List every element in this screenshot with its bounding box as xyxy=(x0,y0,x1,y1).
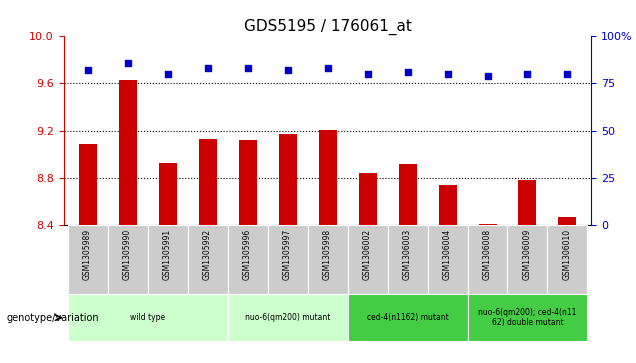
Text: nuo-6(qm200) mutant: nuo-6(qm200) mutant xyxy=(245,313,330,322)
Bar xyxy=(478,224,497,225)
Bar xyxy=(158,163,177,225)
Text: GSM1306008: GSM1306008 xyxy=(483,229,492,280)
Bar xyxy=(467,225,508,294)
Point xyxy=(443,71,453,77)
Text: GSM1305990: GSM1305990 xyxy=(123,229,132,280)
Bar xyxy=(558,217,576,225)
Text: GSM1305989: GSM1305989 xyxy=(83,229,92,280)
Text: GSM1306009: GSM1306009 xyxy=(523,229,532,280)
Bar xyxy=(387,225,427,294)
Bar xyxy=(228,294,347,341)
Bar xyxy=(67,225,107,294)
Point xyxy=(282,68,293,73)
Text: GSM1306002: GSM1306002 xyxy=(363,229,372,280)
Text: nuo-6(qm200); ced-4(n11
62) double mutant: nuo-6(qm200); ced-4(n11 62) double mutan… xyxy=(478,308,577,327)
Point xyxy=(322,65,333,71)
Text: genotype/variation: genotype/variation xyxy=(6,313,99,323)
Text: wild type: wild type xyxy=(130,313,165,322)
Text: ced-4(n1162) mutant: ced-4(n1162) mutant xyxy=(366,313,448,322)
Point xyxy=(522,71,532,77)
Bar xyxy=(467,294,588,341)
Bar xyxy=(279,134,296,225)
Bar xyxy=(308,225,347,294)
Bar xyxy=(399,164,417,225)
Text: GSM1306004: GSM1306004 xyxy=(443,229,452,280)
Text: GSM1305991: GSM1305991 xyxy=(163,229,172,280)
Point xyxy=(562,71,572,77)
Bar xyxy=(347,294,467,341)
Bar xyxy=(79,144,97,225)
Bar xyxy=(508,225,548,294)
Bar xyxy=(438,185,457,225)
Bar xyxy=(319,130,336,225)
Bar xyxy=(427,225,467,294)
Bar xyxy=(107,225,148,294)
Bar xyxy=(198,139,217,225)
Point xyxy=(363,71,373,77)
Point xyxy=(123,60,133,66)
Text: GSM1305992: GSM1305992 xyxy=(203,229,212,280)
Bar xyxy=(347,225,387,294)
Bar xyxy=(548,225,588,294)
Text: GSM1305997: GSM1305997 xyxy=(283,229,292,280)
Point xyxy=(83,68,93,73)
Point xyxy=(162,71,172,77)
Point xyxy=(242,65,252,71)
Text: GSM1306003: GSM1306003 xyxy=(403,229,412,280)
Point xyxy=(202,65,212,71)
Bar xyxy=(148,225,188,294)
Bar xyxy=(238,140,256,225)
Point xyxy=(483,73,493,79)
Bar xyxy=(518,180,537,225)
Bar xyxy=(67,294,228,341)
Text: GSM1306010: GSM1306010 xyxy=(563,229,572,280)
Bar xyxy=(188,225,228,294)
Text: GSM1305998: GSM1305998 xyxy=(323,229,332,280)
Point xyxy=(403,69,413,75)
Text: GSM1305996: GSM1305996 xyxy=(243,229,252,280)
Bar xyxy=(228,225,268,294)
Bar xyxy=(118,80,137,225)
Bar xyxy=(268,225,308,294)
Title: GDS5195 / 176061_at: GDS5195 / 176061_at xyxy=(244,19,411,35)
Bar xyxy=(359,173,377,225)
